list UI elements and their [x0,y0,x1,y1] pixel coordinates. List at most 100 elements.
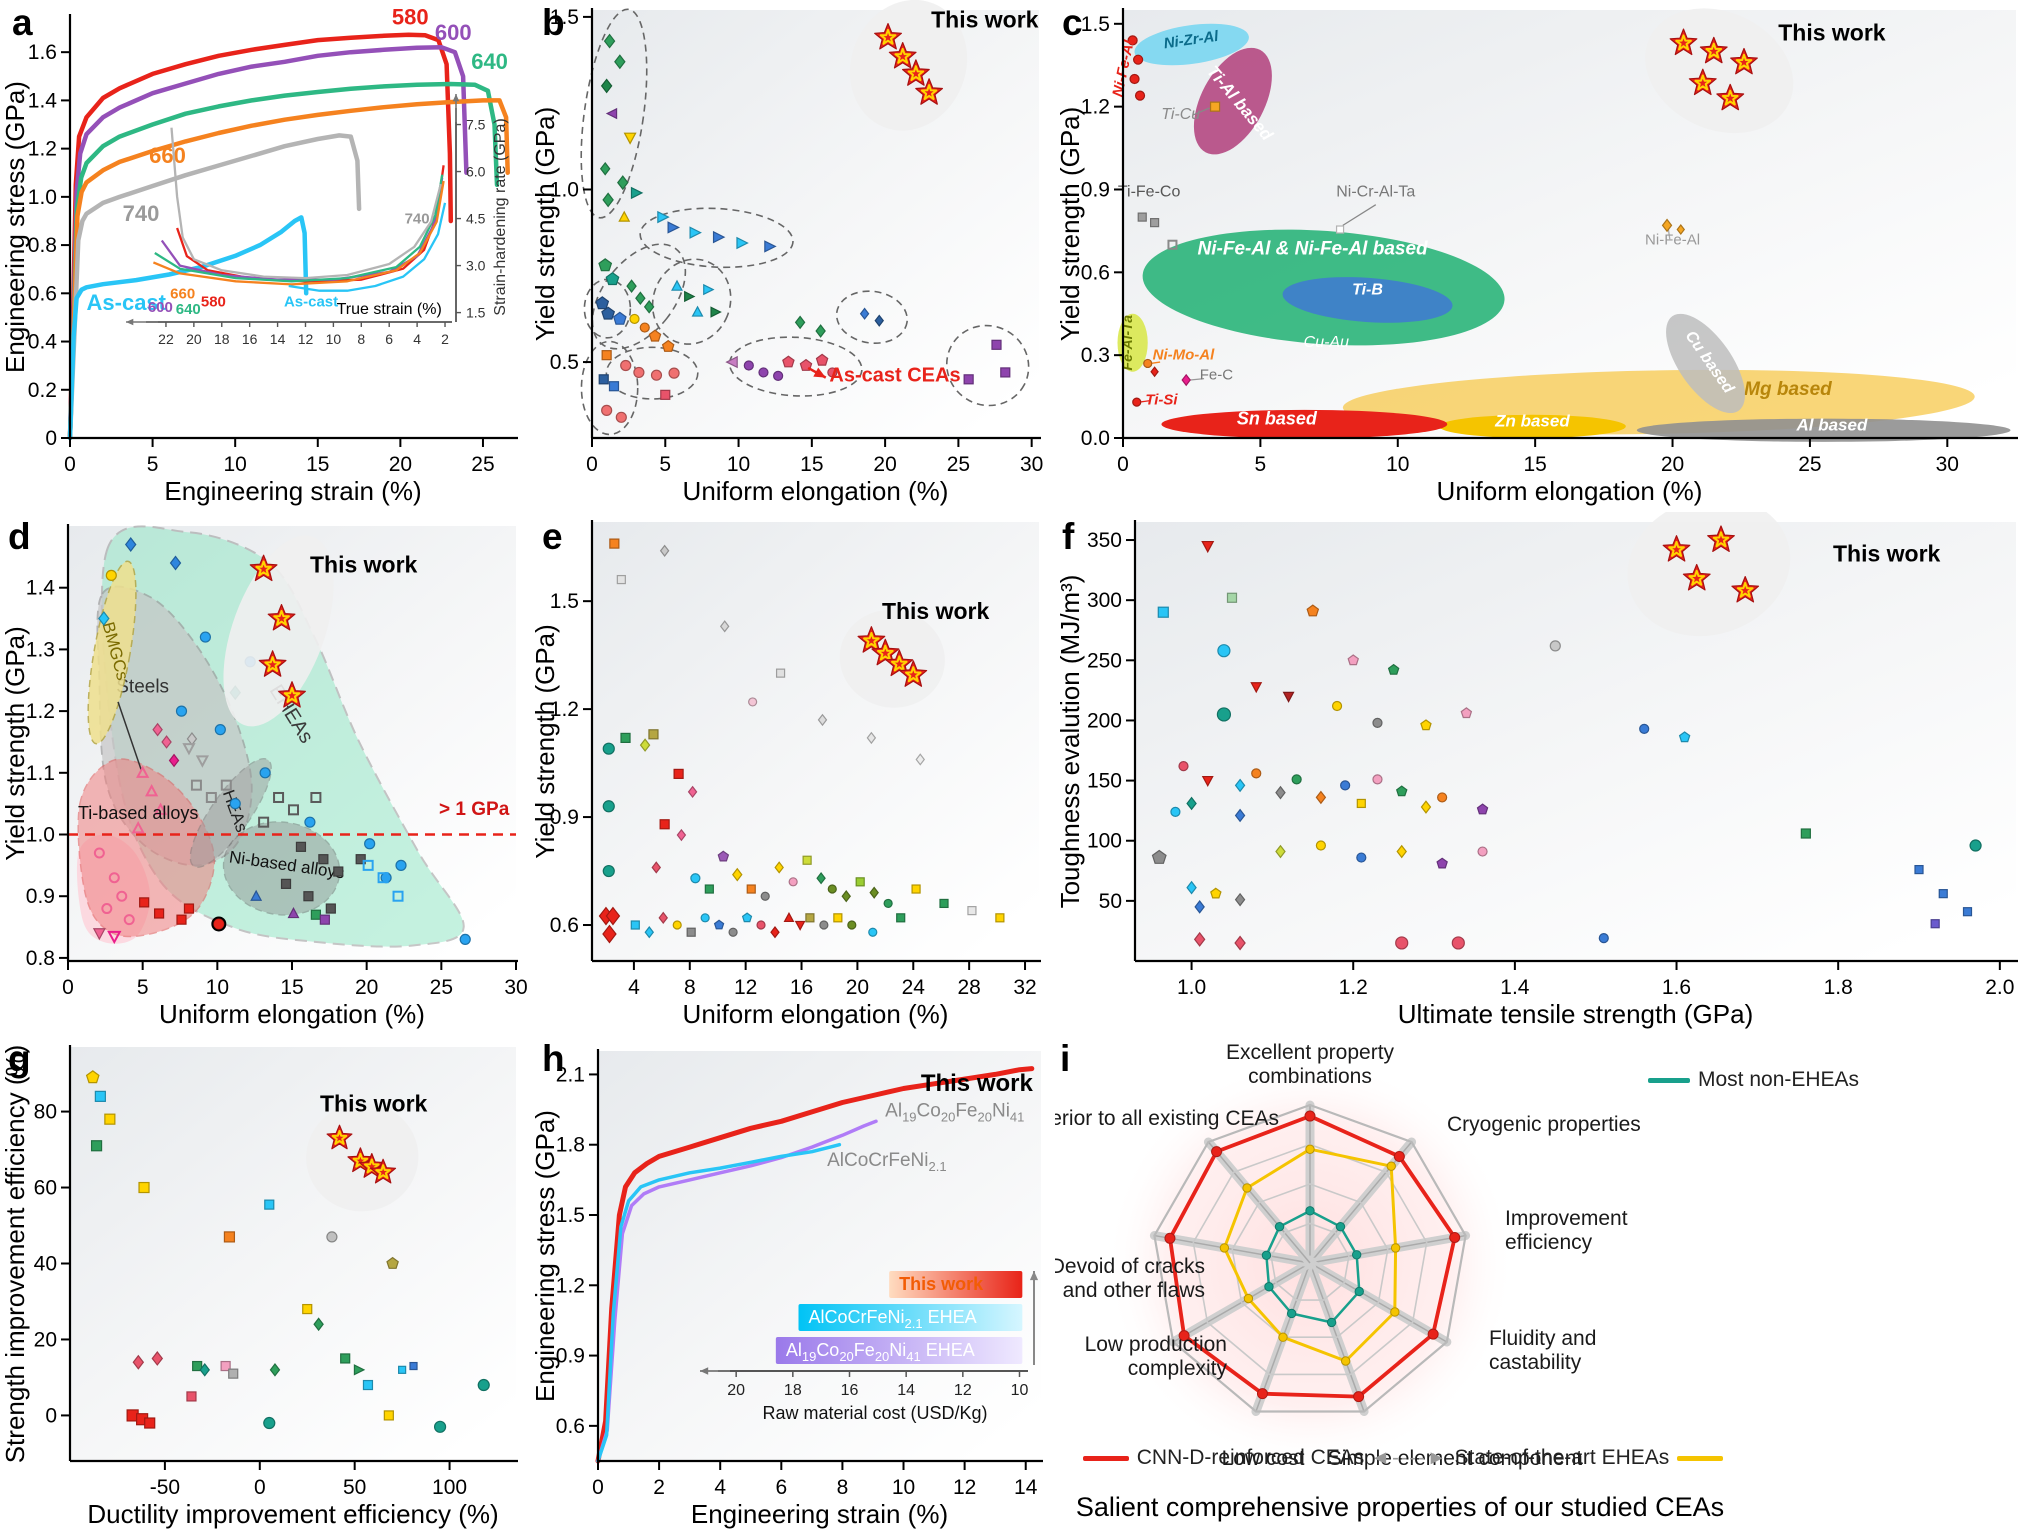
svg-text:0.2: 0.2 [28,379,57,402]
svg-text:1.4: 1.4 [1500,976,1530,999]
svg-text:Low production: Low production [1085,1333,1227,1356]
svg-text:660: 660 [170,285,195,302]
svg-text:0.8: 0.8 [26,947,55,970]
g-axes: -50 0 50 100 0 20 40 60 80 Ductility improvement … [0,1045,518,1529]
a-inset: 22 20 18 16 14 12 10 8 6 4 2 1.5 3.0 4.5 6.0 7.5 Strain-… [126,94,509,347]
panel-h-chart: This workAl19Co20Fe20Ni41AlCoCrFeNi2.1Th… [530,1049,1043,1529]
svg-text:10: 10 [1011,1382,1029,1399]
svg-text:Yield strength (GPa): Yield strength (GPa) [1055,107,1085,342]
svg-text:1.6: 1.6 [1662,976,1691,999]
svg-text:5: 5 [1255,453,1267,476]
svg-text:Devoid of cracks: Devoid of cracks [1055,1255,1205,1278]
svg-text:740: 740 [405,210,430,227]
h-curves: This work Al19Co20Fe20Ni41 AlCoCrFeNi2.1 [595,1066,1035,1464]
svg-text:16: 16 [242,331,258,347]
svg-text:80: 80 [34,1101,57,1124]
svg-text:Engineering strain (%): Engineering strain (%) [691,1499,948,1529]
svg-text:As-cast: As-cast [87,290,167,315]
svg-text:28: 28 [957,976,980,999]
svg-text:8: 8 [357,331,365,347]
svg-text:Sn based: Sn based [1237,409,1318,429]
this-work-stars: This work [839,598,990,708]
svg-text:Cryogenic properties: Cryogenic properties [1447,1113,1641,1136]
svg-text:24: 24 [902,976,926,999]
svg-text:1.0: 1.0 [26,824,55,847]
svg-text:As-cast: As-cast [284,293,338,310]
svg-text:0.8: 0.8 [28,234,57,257]
red-line-swatch [1082,1455,1129,1461]
this-work-stars: This work [1627,512,1941,637]
svg-text:15: 15 [306,453,329,476]
svg-text:350: 350 [1087,529,1122,552]
panel-b: This work As-cast CEAs 0 5 10 15 20 25 30 0.5 1.0 1… [530,0,1055,512]
svg-text:Uniform elongation (%): Uniform elongation (%) [683,476,949,506]
svg-text:Ni-Fe-Al: Ni-Fe-Al [1645,232,1700,249]
svg-text:15: 15 [280,976,303,999]
svg-text:1.2: 1.2 [556,1274,585,1297]
legend-double-arrow-icon: ◄----► [1370,1446,1449,1469]
svg-text:40: 40 [34,1252,57,1275]
svg-text:0: 0 [62,976,74,999]
svg-text:10: 10 [326,331,342,347]
svg-text:0.6: 0.6 [1081,261,1110,284]
svg-text:10: 10 [224,453,247,476]
svg-text:This work: This work [1778,19,1886,45]
svg-text:4: 4 [413,331,421,347]
svg-text:20: 20 [727,1382,745,1399]
svg-text:600: 600 [148,299,173,316]
svg-text:> 1 GPa: > 1 GPa [439,799,510,820]
svg-text:combinations: combinations [1248,1065,1372,1088]
svg-text:Uniform elongation (%): Uniform elongation (%) [683,999,949,1029]
b-scatter [595,33,1011,423]
radar-legend-cnnd-label: CNN-D-reinforced CEAs [1136,1446,1365,1469]
svg-text:Fluidity and: Fluidity and [1489,1327,1596,1350]
svg-text:Simple element component: Simple element component [1328,1447,1583,1470]
svg-text:30: 30 [1020,453,1043,476]
teal-line-swatch [1648,1077,1690,1083]
svg-text:1.2: 1.2 [550,698,579,721]
svg-text:2.1: 2.1 [556,1063,585,1086]
svg-text:1.2: 1.2 [28,138,57,161]
svg-text:Cu-Au: Cu-Au [1304,334,1349,351]
b-group-outlines [580,8,1030,436]
svg-text:0.4: 0.4 [28,331,58,354]
svg-text:Superior to all existing CEAs: Superior to all existing CEAs [1055,1107,1279,1130]
svg-text:0.6: 0.6 [28,282,57,305]
svg-text:14: 14 [897,1382,915,1399]
svg-text:Yield strength (GPa): Yield strength (GPa) [530,107,560,342]
panel-b-chart: This work As-cast CEAs 0 5 10 15 20 25 30 0.5 1.0 1… [530,0,1043,506]
svg-text:25: 25 [947,453,970,476]
svg-text:Strength improvement efficienc: Strength improvement efficiency (%) [0,1045,30,1464]
svg-text:0.6: 0.6 [550,914,579,937]
svg-text:1.2: 1.2 [26,700,55,723]
svg-text:Ni-Cr-Al-Ta: Ni-Cr-Al-Ta [1336,183,1415,200]
svg-text:0: 0 [254,1476,266,1499]
svg-text:Zn based: Zn based [1494,411,1570,430]
svg-text:5: 5 [137,976,149,999]
panel-c: Mg based Al based Cu based Zn based Sn based… [1055,0,2042,512]
svg-text:complexity: complexity [1128,1357,1228,1380]
radar-legend-most-non-eheas: Most non-EHEAs [1640,1068,1859,1092]
radar-series-1 [1219,1144,1401,1366]
svg-text:Ti-B: Ti-B [1352,281,1383,298]
svg-text:12: 12 [298,331,314,347]
panel-e: This work 4 8 12 16 20 24 28 32 0.6 0.9 1.2 1.5 Unifo… [530,512,1055,1035]
svg-text:efficiency: efficiency [1505,1231,1593,1254]
this-work-stars: This work [849,0,1039,131]
svg-text:Ti-Si: Ti-Si [1145,391,1178,408]
panel-i: Excellent property combinations Cryogenic … [1055,1035,2042,1535]
svg-text:25: 25 [430,976,453,999]
svg-text:Ni-Fe-Al & Ni-Fe-Al based: Ni-Fe-Al & Ni-Fe-Al based [1198,238,1429,259]
svg-text:18: 18 [784,1382,802,1399]
svg-text:25: 25 [1798,453,1821,476]
svg-text:Steels: Steels [116,677,169,698]
d-axes: 0 5 10 15 20 25 30 0.8 0.9 1.0 1.1 1.2 1.3 1.4 Uniform… [0,524,528,1029]
svg-text:This work: This work [1833,541,1941,567]
svg-text:300: 300 [1087,589,1122,612]
svg-text:0.9: 0.9 [556,1345,585,1368]
svg-text:As-cast CEAs: As-cast CEAs [829,365,960,387]
svg-text:Ductility improvement efficien: Ductility improvement efficiency (%) [87,1499,498,1529]
